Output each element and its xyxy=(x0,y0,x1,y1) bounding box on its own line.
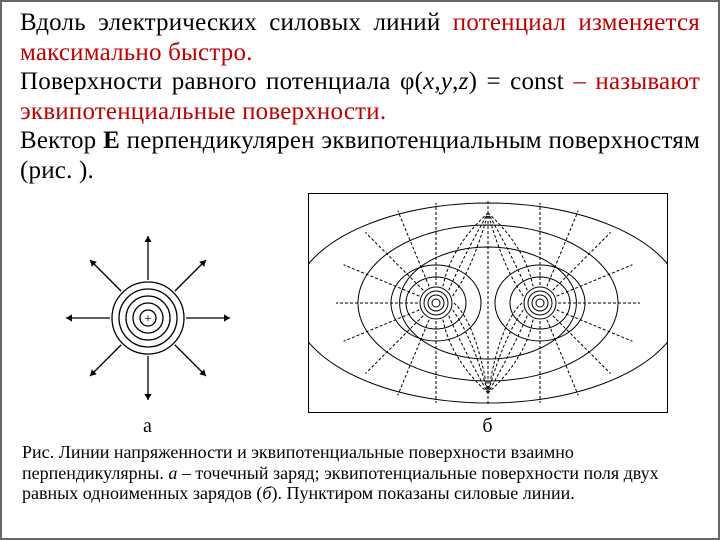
text-seg6: y xyxy=(441,68,452,95)
text-seg12: E xyxy=(103,127,120,154)
main-paragraph: Вдоль электрических силовых линий потенц… xyxy=(20,8,700,185)
text-seg8: z xyxy=(459,68,469,95)
figure-b-container: ++ б xyxy=(308,193,668,438)
svg-text:+: + xyxy=(432,269,439,284)
text-seg1: Вдоль электрических силовых линий xyxy=(20,9,453,36)
figure-a-container: + а xyxy=(53,223,243,438)
figure-caption: Рис. Линии напряженности и эквипотенциал… xyxy=(20,442,700,504)
caption-a: а xyxy=(168,463,177,483)
figure-b-svg: ++ xyxy=(308,193,668,413)
figure-a-svg: + xyxy=(53,223,243,413)
figure-b-label: б xyxy=(482,415,492,438)
svg-text:+: + xyxy=(536,269,543,284)
slide-frame: Вдоль электрических силовых линий потенц… xyxy=(0,0,720,540)
figure-a-label: а xyxy=(143,415,152,438)
text-seg3: Поверхности равного потенциала φ( xyxy=(20,68,423,95)
text-seg9: ) = const xyxy=(469,68,574,95)
svg-text:+: + xyxy=(144,312,152,327)
text-seg13: перпендикулярен эквипотенциальным поверх… xyxy=(20,127,700,184)
caption-prefix: Рис. xyxy=(22,442,59,462)
figures-row: + а ++ б xyxy=(20,193,700,438)
text-seg4: x xyxy=(423,68,434,95)
caption-body3: ). Пунктиром показаны силовые линии. xyxy=(271,483,574,503)
text-seg11: Вектор xyxy=(20,127,103,154)
